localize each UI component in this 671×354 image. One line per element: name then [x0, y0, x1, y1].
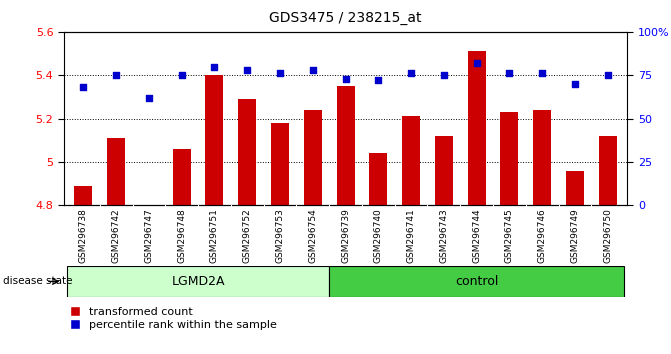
Text: GDS3475 / 238215_at: GDS3475 / 238215_at [269, 11, 422, 25]
Bar [501, 112, 519, 205]
Bar [329, 266, 624, 297]
Bar [533, 110, 551, 205]
Point [603, 72, 613, 78]
Text: GSM296753: GSM296753 [276, 208, 285, 263]
Point [537, 71, 548, 76]
Text: GSM296749: GSM296749 [570, 208, 580, 263]
Point [471, 60, 482, 66]
Point [78, 85, 89, 90]
Text: GSM296754: GSM296754 [308, 208, 317, 263]
Text: GSM296744: GSM296744 [472, 208, 481, 263]
Point [439, 72, 450, 78]
Bar [599, 136, 617, 205]
Bar [566, 171, 584, 205]
Bar [172, 149, 191, 205]
Point [504, 71, 515, 76]
Point [373, 78, 384, 83]
Text: GSM296746: GSM296746 [537, 208, 547, 263]
Text: GSM296740: GSM296740 [374, 208, 383, 263]
Text: GSM296738: GSM296738 [79, 208, 88, 263]
Text: GSM296743: GSM296743 [440, 208, 448, 263]
Text: GSM296747: GSM296747 [144, 208, 154, 263]
Bar [435, 136, 453, 205]
Bar [238, 99, 256, 205]
Point [111, 72, 121, 78]
Text: GSM296741: GSM296741 [407, 208, 415, 263]
Bar [468, 51, 486, 205]
Point [144, 95, 154, 101]
Point [242, 67, 252, 73]
Point [406, 71, 417, 76]
Bar [304, 110, 322, 205]
Bar [74, 186, 93, 205]
Point [176, 72, 187, 78]
Text: GSM296751: GSM296751 [210, 208, 219, 263]
Bar [205, 75, 223, 205]
Bar [271, 123, 289, 205]
Point [340, 76, 351, 81]
Bar [107, 138, 125, 205]
Bar [337, 86, 354, 205]
Text: GSM296750: GSM296750 [603, 208, 612, 263]
Point [307, 67, 318, 73]
Text: control: control [455, 275, 499, 288]
Bar [369, 153, 387, 205]
Bar [67, 266, 329, 297]
Text: GSM296752: GSM296752 [243, 208, 252, 263]
Point [209, 64, 220, 69]
Point [274, 71, 285, 76]
Bar [402, 116, 420, 205]
Text: GSM296739: GSM296739 [341, 208, 350, 263]
Text: LGMD2A: LGMD2A [171, 275, 225, 288]
Text: disease state: disease state [3, 276, 73, 286]
Text: GSM296745: GSM296745 [505, 208, 514, 263]
Text: GSM296748: GSM296748 [177, 208, 187, 263]
Legend: transformed count, percentile rank within the sample: transformed count, percentile rank withi… [69, 307, 277, 330]
Point [570, 81, 580, 87]
Text: GSM296742: GSM296742 [111, 208, 121, 263]
